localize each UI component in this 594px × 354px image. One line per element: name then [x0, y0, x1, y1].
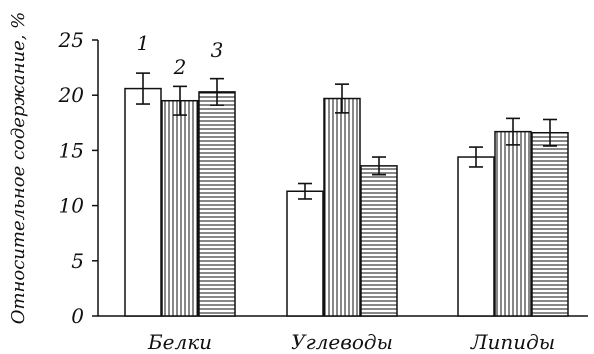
y-tick-label: 5 [71, 249, 84, 273]
bar-1-2 [286, 190, 324, 317]
category-label: Углеводы [291, 330, 393, 354]
error-bar [506, 117, 520, 146]
bar-2-1 [161, 99, 199, 317]
bar-1-1 [124, 87, 162, 317]
y-tick-label: 15 [59, 138, 84, 162]
bar-3-1 [198, 91, 236, 317]
error-bar [372, 156, 386, 176]
bar-3-2 [360, 165, 398, 317]
y-tick-label: 0 [71, 304, 84, 328]
error-bar [298, 182, 312, 200]
series-label: 3 [211, 38, 224, 62]
error-bar [136, 72, 150, 105]
category-label: Липиды [470, 330, 555, 354]
category-label: Белки [147, 330, 212, 354]
y-tick-label: 20 [58, 83, 85, 107]
error-bar [469, 146, 483, 168]
bar-3-3 [531, 131, 569, 317]
y-tick-label: 10 [59, 194, 85, 218]
error-bar [210, 77, 224, 106]
y-axis-label: Относительное содержание, % [8, 12, 29, 325]
y-tick-label: 25 [58, 28, 84, 52]
series-label: 1 [137, 31, 150, 55]
error-bar [173, 85, 187, 116]
bar-2-2 [323, 97, 361, 317]
labels: Белки Углеводы Липиды 123 [137, 31, 556, 354]
error-bar [335, 83, 349, 114]
error-bar [543, 118, 557, 147]
bars [124, 72, 569, 317]
bar-1-3 [457, 156, 495, 317]
bar-2-3 [494, 130, 532, 317]
series-label: 2 [173, 55, 187, 79]
